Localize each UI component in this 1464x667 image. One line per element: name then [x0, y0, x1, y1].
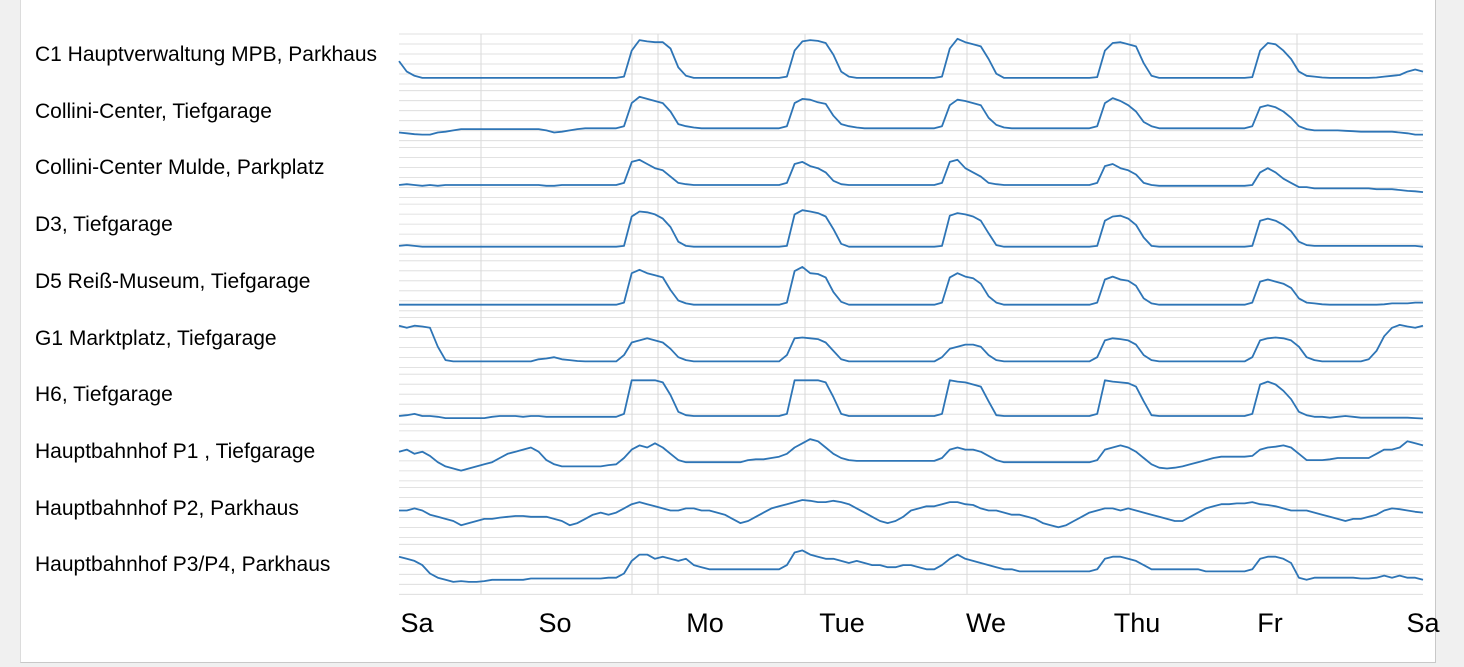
x-tick-label: Sa	[1406, 608, 1440, 638]
series-line	[398, 95, 1423, 136]
row-label: C1 Hauptverwaltung MPB, Parkhaus	[35, 43, 377, 66]
series-line	[398, 209, 1424, 248]
row-label: Hauptbahnhof P3/P4, Parkhaus	[35, 553, 331, 577]
row-label: D3, Tiefgarage	[35, 213, 173, 237]
x-tick-label: Tue	[819, 608, 865, 638]
row-label: G1 Marktplatz, Tiefgarage	[35, 326, 277, 350]
series-line	[399, 499, 1424, 529]
series-line	[398, 379, 1424, 420]
row-label: Hauptbahnhof P2, Parkhaus	[35, 496, 299, 520]
series-line	[398, 37, 1424, 79]
row-label: H6, Tiefgarage	[35, 383, 173, 407]
series-line	[399, 265, 1423, 306]
row-label: Hauptbahnhof P1 , Tiefgarage	[35, 439, 316, 463]
series-line	[398, 158, 1424, 193]
x-tick-label: Fr	[1257, 608, 1283, 638]
series-line	[398, 438, 1424, 472]
row-label: Collini-Center, Tiefgarage	[35, 99, 272, 123]
sparkline-chart	[398, 33, 1424, 595]
x-tick-label: Sa	[400, 608, 434, 638]
x-tick-label: We	[965, 608, 1007, 638]
series-line	[398, 323, 1424, 363]
x-tick-label: So	[538, 608, 572, 638]
x-tick-label: Mo	[686, 608, 724, 638]
series-line	[398, 549, 1424, 583]
row-label: D5 Reiß-Museum, Tiefgarage	[35, 269, 311, 293]
chart-canvas: C1 Hauptverwaltung MPB, Parkhaus Collini-…	[20, 0, 1440, 663]
row-label: Collini-Center Mulde, Parkplatz	[35, 156, 325, 180]
x-tick-label: Thu	[1113, 608, 1161, 638]
